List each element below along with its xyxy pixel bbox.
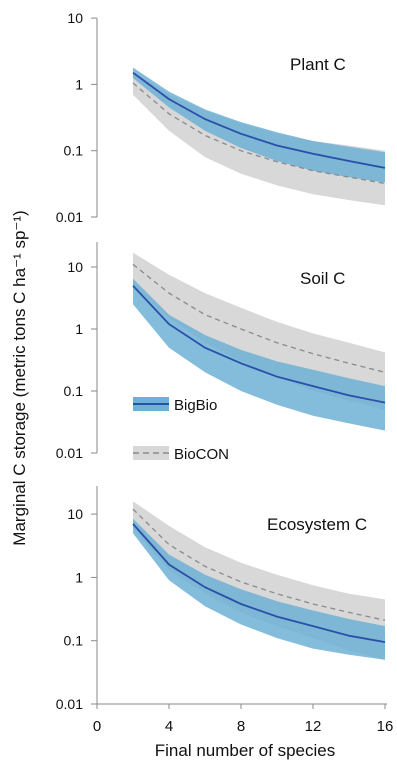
x-tick-label: 0 xyxy=(93,718,101,735)
line-bigbio-soil-c xyxy=(132,285,386,404)
line-bigbio-plant-c xyxy=(132,71,386,169)
x-axis-label: Final number of species xyxy=(155,741,335,760)
line-biocon-ecosystem-c xyxy=(132,508,386,621)
y-tick-label-ecosystem-c: 0.01 xyxy=(56,696,83,712)
chart-panels: 10 1 0.1 0.01 Plant C 10 1 0.1 0.01 Soil C 10 1 0.1 0… xyxy=(56,10,394,735)
line-biocon-plant-c xyxy=(132,82,386,185)
y-tick-label-plant-c: 1 xyxy=(75,76,83,92)
legend-swatch-biocon-band xyxy=(133,446,169,460)
panel-title-soil-c: Soil C xyxy=(300,269,345,288)
y-tick-label-ecosystem-c: 0.1 xyxy=(64,633,84,649)
legend-label-biocon: BioCON xyxy=(174,446,229,463)
y-tick-label-plant-c: 0.01 xyxy=(56,209,83,225)
line-bigbio-ecosystem-c xyxy=(132,523,386,643)
legend-label-bigbio: BigBio xyxy=(174,397,217,414)
y-tick-label-soil-c: 10 xyxy=(67,259,83,275)
panel-ecosystem-c: 10 1 0.1 0.01 0 4 8 12 16 Ecosystem C xyxy=(56,486,394,735)
y-tick-label-soil-c: 1 xyxy=(75,321,83,337)
legend: BigBio BioCON xyxy=(133,397,229,463)
y-axis-label: Marginal C storage (metric tons C ha⁻¹ s… xyxy=(10,210,29,545)
line-biocon-soil-c xyxy=(132,263,386,373)
y-tick-label-soil-c: 0.1 xyxy=(64,383,84,399)
panel-plant-c: 10 1 0.1 0.01 Plant C xyxy=(56,10,386,225)
band-bigbio-plant-c xyxy=(133,67,385,183)
panel-title-ecosystem-c: Ecosystem C xyxy=(267,515,367,534)
y-tick-label-ecosystem-c: 1 xyxy=(75,569,83,585)
band-bigbio-ecosystem-c xyxy=(133,518,385,660)
y-tick-label-plant-c: 0.1 xyxy=(64,143,84,159)
x-tick-label: 12 xyxy=(305,718,322,735)
x-tick-label: 16 xyxy=(377,718,394,735)
x-tick-label: 8 xyxy=(237,718,245,735)
y-tick-label-soil-c: 0.01 xyxy=(56,445,83,461)
y-tick-label-plant-c: 10 xyxy=(67,10,83,26)
panel-soil-c: 10 1 0.1 0.01 Soil C xyxy=(56,242,386,461)
panel-title-plant-c: Plant C xyxy=(290,55,346,74)
band-bigbio-soil-c xyxy=(133,278,385,431)
band-biocon-soil-c xyxy=(133,252,385,410)
y-tick-label-ecosystem-c: 10 xyxy=(67,506,83,522)
x-tick-label: 4 xyxy=(165,718,173,735)
